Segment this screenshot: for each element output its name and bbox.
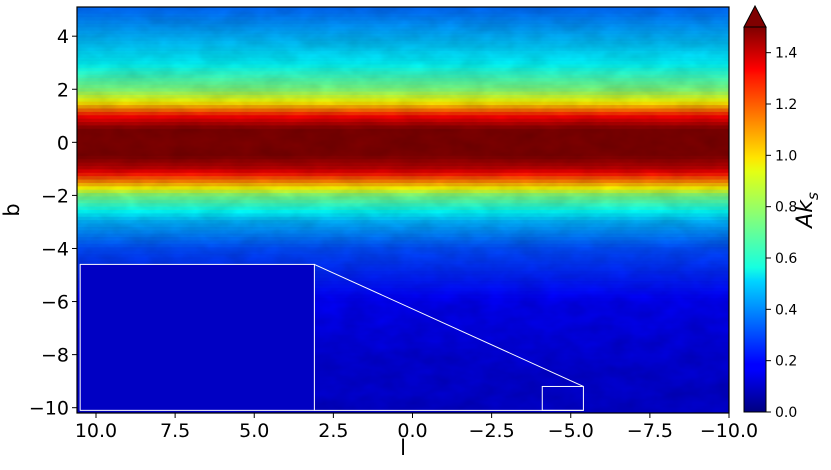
colorbar-tick-label: 0.2 — [775, 354, 797, 370]
colorbar-tick-label: 0.6 — [775, 251, 797, 267]
colorbar: 0.0 0.2 0.4 0.6 0.8 1.0 1.2 1.4 — [743, 4, 797, 421]
y-tick-label: 0 — [57, 132, 69, 154]
y-axis-label: b — [0, 203, 24, 216]
colorbar-tick-label: 1.2 — [775, 97, 797, 113]
colorbar-label: Aks — [793, 192, 822, 230]
y-tick-label: 4 — [57, 26, 69, 48]
x-tick-label: 7.5 — [160, 420, 190, 442]
x-tick-label: −5.0 — [548, 420, 594, 442]
x-tick-label: 10.0 — [75, 420, 117, 442]
y-tick-label: −10 — [29, 398, 69, 420]
y-tick-label: 2 — [57, 79, 69, 101]
inset-connector-top — [314, 263, 584, 387]
colorbar-tick-label: 0.0 — [775, 405, 797, 421]
colorbar-label-main: Ak — [793, 199, 818, 230]
x-tick-label: −2.5 — [469, 420, 515, 442]
y-tick-label: −6 — [41, 292, 69, 314]
colorbar-tick-label: 0.8 — [775, 200, 797, 216]
x-tick-label: 2.5 — [318, 420, 348, 442]
colorbar-gradient — [743, 26, 767, 413]
y-tick-label: −2 — [41, 185, 69, 207]
y-tick-label: −4 — [41, 238, 69, 260]
y-axis: 4 2 0 −2 −4 −6 −8 −10 — [29, 26, 77, 420]
x-tick-label: 5.0 — [239, 420, 269, 442]
colorbar-tick-label: 0.4 — [775, 302, 797, 318]
colorbar-tick-label: 1.4 — [775, 46, 797, 62]
plot-frame — [76, 6, 730, 414]
x-tick-label: 0.0 — [397, 420, 427, 442]
colorbar-label-sub: s — [804, 192, 822, 200]
inset-zoom — [79, 263, 584, 411]
colorbar-tick-label: 1.0 — [775, 148, 797, 164]
colorbar-extend-arrow — [743, 4, 767, 28]
inset-zoom-panel — [79, 263, 315, 411]
x-axis-label: l — [400, 436, 406, 460]
x-tick-label: −7.5 — [627, 420, 673, 442]
y-tick-label: −8 — [41, 345, 69, 367]
x-axis: 10.0 7.5 5.0 2.5 0.0 −2.5 −5.0 −7.5 −10.0 — [75, 413, 758, 442]
x-tick-label: −10.0 — [700, 420, 758, 442]
